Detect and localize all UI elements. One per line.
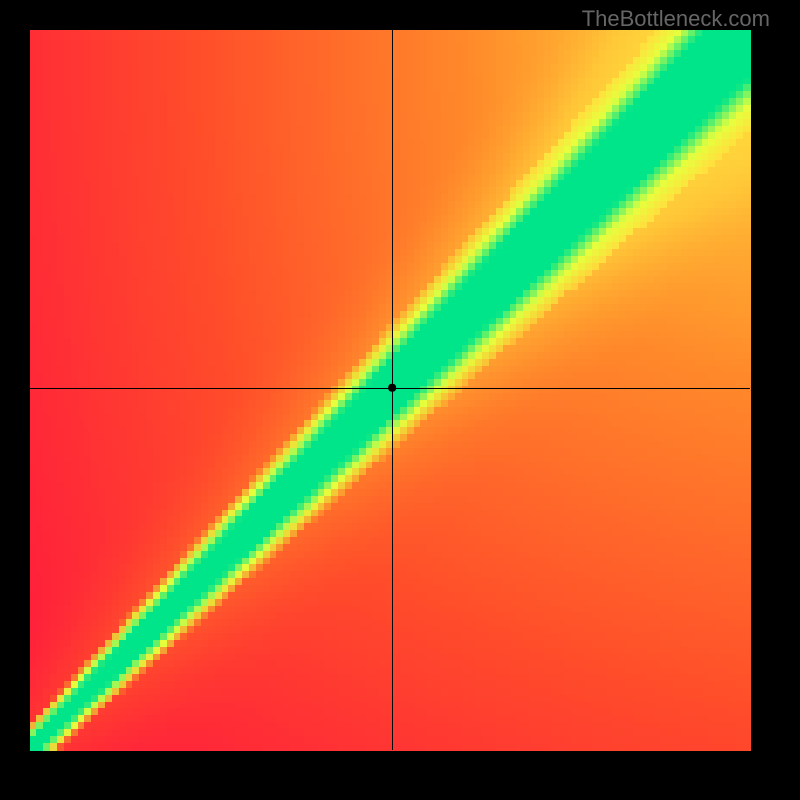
bottleneck-heatmap <box>0 0 800 800</box>
watermark-text: TheBottleneck.com <box>582 6 770 32</box>
chart-container: TheBottleneck.com <box>0 0 800 800</box>
